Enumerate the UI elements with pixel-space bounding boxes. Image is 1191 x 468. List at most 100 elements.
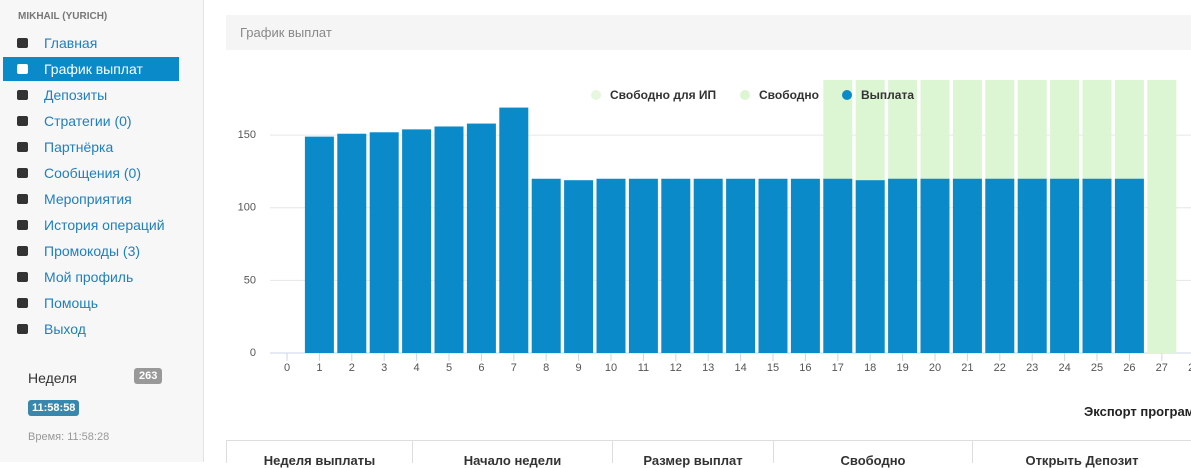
bar (855, 80, 885, 353)
bar (402, 129, 432, 353)
x-tick-label: 15 (767, 362, 779, 374)
bar (790, 178, 820, 353)
bar (985, 80, 1015, 353)
bar (466, 123, 496, 353)
menu-label: Главная (44, 35, 98, 51)
menu-icon (17, 246, 28, 256)
menu-item[interactable]: Партнёрка (3, 135, 179, 159)
x-tick-label: 13 (702, 362, 714, 374)
bar (888, 80, 918, 353)
y-tick-label: 150 (238, 129, 256, 141)
x-tick-label: 1 (316, 362, 322, 374)
bar (888, 178, 918, 353)
bar (985, 178, 1015, 353)
menu-item[interactable]: Главная (3, 31, 179, 55)
bar (952, 80, 982, 353)
x-tick-label: 3 (381, 362, 387, 374)
bar (1082, 80, 1112, 353)
menu-icon (17, 220, 28, 230)
export-label[interactable]: Экспорт програм (1084, 404, 1191, 419)
menu-item[interactable]: Стратегии (0) (3, 109, 179, 133)
bar (304, 136, 334, 353)
menu-icon (17, 38, 28, 48)
x-tick-label: 22 (994, 362, 1006, 374)
bar (823, 178, 853, 353)
menu-label: Помощь (44, 295, 99, 311)
bar (726, 178, 756, 353)
x-tick-label: 23 (1026, 362, 1038, 374)
menu-item[interactable]: История операций (3, 213, 179, 237)
week-badge: 263 (134, 368, 163, 384)
time-label: Время: 11:58:28 (28, 431, 110, 443)
menu-icon (17, 116, 28, 126)
menu-item[interactable]: График выплат (3, 57, 179, 81)
bar (434, 126, 464, 354)
menu-item[interactable]: Промокоды (3) (3, 239, 179, 263)
menu-label: Партнёрка (44, 139, 114, 155)
bar (661, 178, 691, 353)
menu-icon (17, 90, 28, 100)
x-tick-label: 20 (929, 362, 941, 374)
x-tick-label: 4 (414, 362, 420, 374)
column-header[interactable]: Свободно (774, 441, 973, 468)
menu-icon (17, 298, 28, 308)
menu-label: График выплат (44, 61, 143, 77)
bar (1017, 80, 1047, 353)
bar (855, 180, 885, 353)
x-tick-label: 10 (605, 362, 617, 374)
bar (758, 178, 788, 353)
legend-marker (591, 90, 601, 100)
bar (1050, 178, 1080, 353)
menu-item[interactable]: Выход (3, 317, 179, 341)
bar (1114, 178, 1144, 353)
column-header[interactable]: Неделя выплаты (227, 441, 413, 468)
bar (1050, 80, 1080, 353)
week-label: Неделя (28, 370, 77, 386)
bar (823, 80, 853, 353)
bar (1147, 80, 1177, 353)
x-tick-label: 6 (478, 362, 484, 374)
menu-item[interactable]: Сообщения (0) (3, 161, 179, 185)
legend-label: Свободно для ИП (610, 88, 716, 102)
legend-label: Выплата (861, 88, 914, 102)
y-tick-label: 100 (238, 202, 256, 214)
x-tick-label: 14 (734, 362, 746, 374)
menu-label: Мероприятия (44, 191, 132, 207)
table-header: Неделя выплаты Начало недели Размер выплат… (226, 440, 1191, 468)
menu-item[interactable]: Мероприятия (3, 187, 179, 211)
menu-label: Выход (44, 321, 86, 337)
menu-icon (17, 64, 28, 74)
menu-item[interactable]: Депозиты (3, 83, 179, 107)
menu-label: Мой профиль (44, 269, 134, 285)
page-header: График выплат (226, 15, 1191, 50)
x-tick-label: 26 (1123, 362, 1135, 374)
x-tick-label: 17 (832, 362, 844, 374)
bar (1082, 178, 1112, 353)
bar (1017, 178, 1047, 353)
menu-item[interactable]: Мой профиль (3, 265, 179, 289)
user-name[interactable]: MIKHAIL (YURICH) (18, 11, 108, 22)
menu-label: Стратегии (0) (44, 113, 132, 129)
column-header[interactable]: Начало недели (413, 441, 613, 468)
menu-icon (17, 168, 28, 178)
column-header[interactable]: Открыть Депозит (973, 441, 1191, 468)
bar (596, 178, 626, 353)
header-title: График выплат (240, 25, 332, 40)
x-tick-label: 8 (543, 362, 549, 374)
bar (1114, 80, 1144, 353)
legend-marker (740, 90, 750, 100)
bar (499, 107, 529, 353)
menu-item[interactable]: Помощь (3, 291, 179, 315)
menu-icon (17, 142, 28, 152)
x-tick-label: 21 (961, 362, 973, 374)
x-tick-label: 9 (576, 362, 582, 374)
x-tick-label: 18 (864, 362, 876, 374)
menu-label: Сообщения (0) (44, 165, 141, 181)
x-tick-label: 24 (1058, 362, 1070, 374)
x-tick-label: 2 (349, 362, 355, 374)
bar (952, 178, 982, 353)
bar (920, 80, 950, 353)
bar (693, 178, 723, 353)
y-tick-label: 0 (250, 347, 256, 359)
column-header[interactable]: Размер выплат (613, 441, 774, 468)
